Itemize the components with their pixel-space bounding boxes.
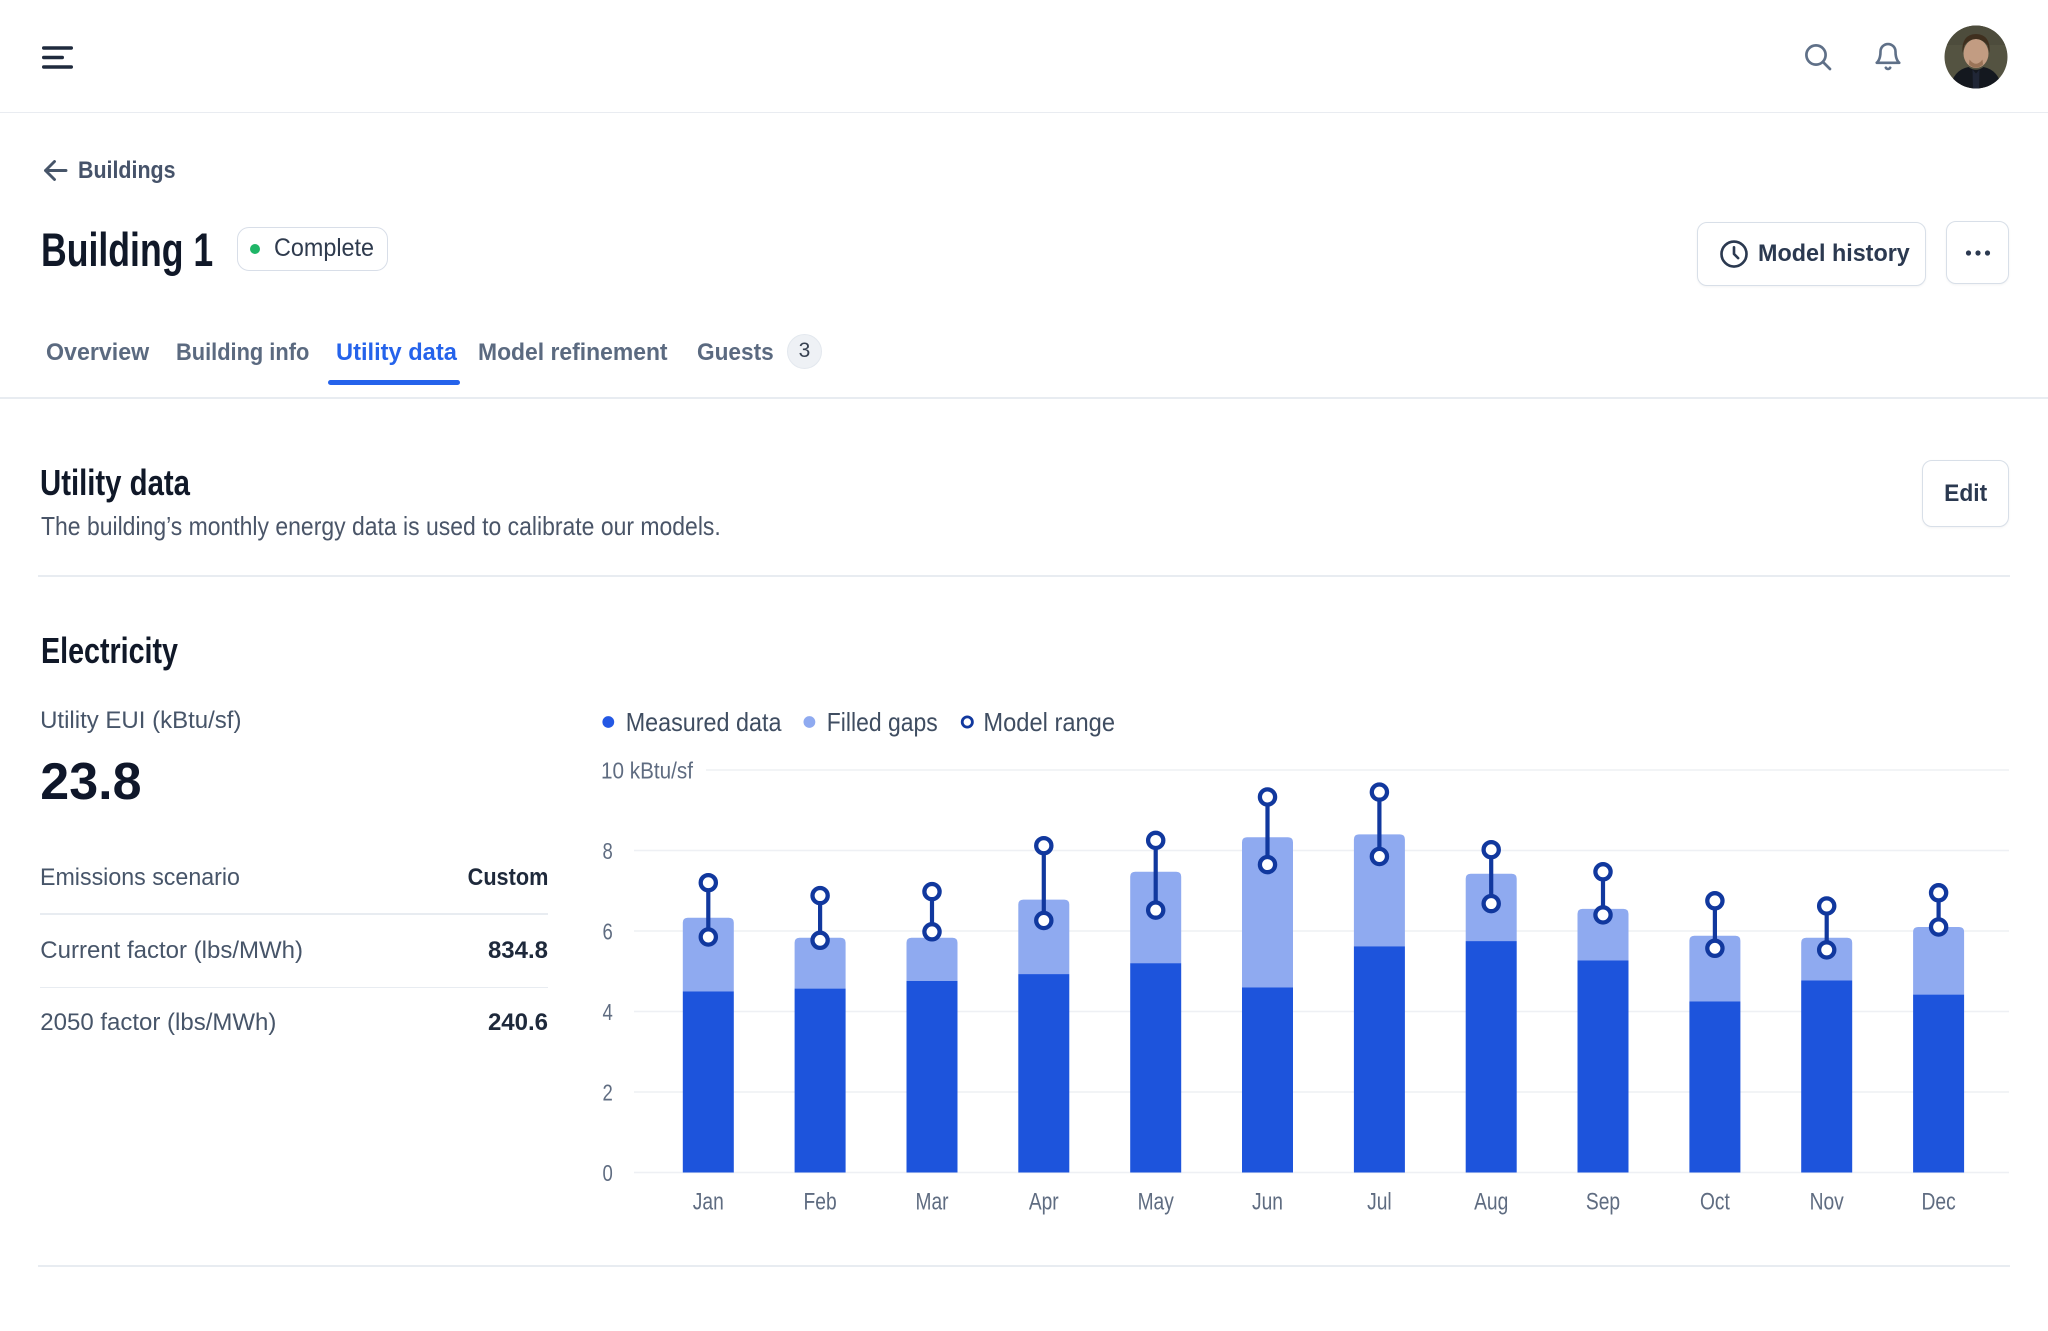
svg-text:Jul: Jul (1367, 1188, 1392, 1215)
svg-text:8: 8 (602, 838, 612, 864)
svg-text:Model range: Model range (983, 707, 1115, 737)
svg-text:Apr: Apr (1029, 1188, 1059, 1215)
svg-text:6: 6 (602, 918, 612, 944)
svg-text:Sep: Sep (1586, 1188, 1620, 1215)
svg-text:Feb: Feb (804, 1188, 837, 1215)
svg-text:Measured data: Measured data (626, 707, 782, 737)
svg-text:0: 0 (602, 1160, 612, 1186)
svg-text:Aug: Aug (1474, 1188, 1508, 1215)
svg-text:2: 2 (602, 1079, 612, 1105)
svg-text:Filled gaps: Filled gaps (827, 707, 938, 737)
svg-text:May: May (1138, 1188, 1174, 1215)
svg-text:4: 4 (602, 999, 612, 1025)
svg-text:Jun: Jun (1252, 1188, 1283, 1215)
svg-text:Jan: Jan (693, 1188, 724, 1215)
svg-text:Oct: Oct (1700, 1188, 1730, 1215)
svg-text:10 kBtu/sf: 10 kBtu/sf (601, 757, 694, 783)
svg-text:Nov: Nov (1810, 1188, 1844, 1215)
svg-text:Mar: Mar (916, 1188, 949, 1215)
svg-text:Dec: Dec (1922, 1188, 1956, 1215)
